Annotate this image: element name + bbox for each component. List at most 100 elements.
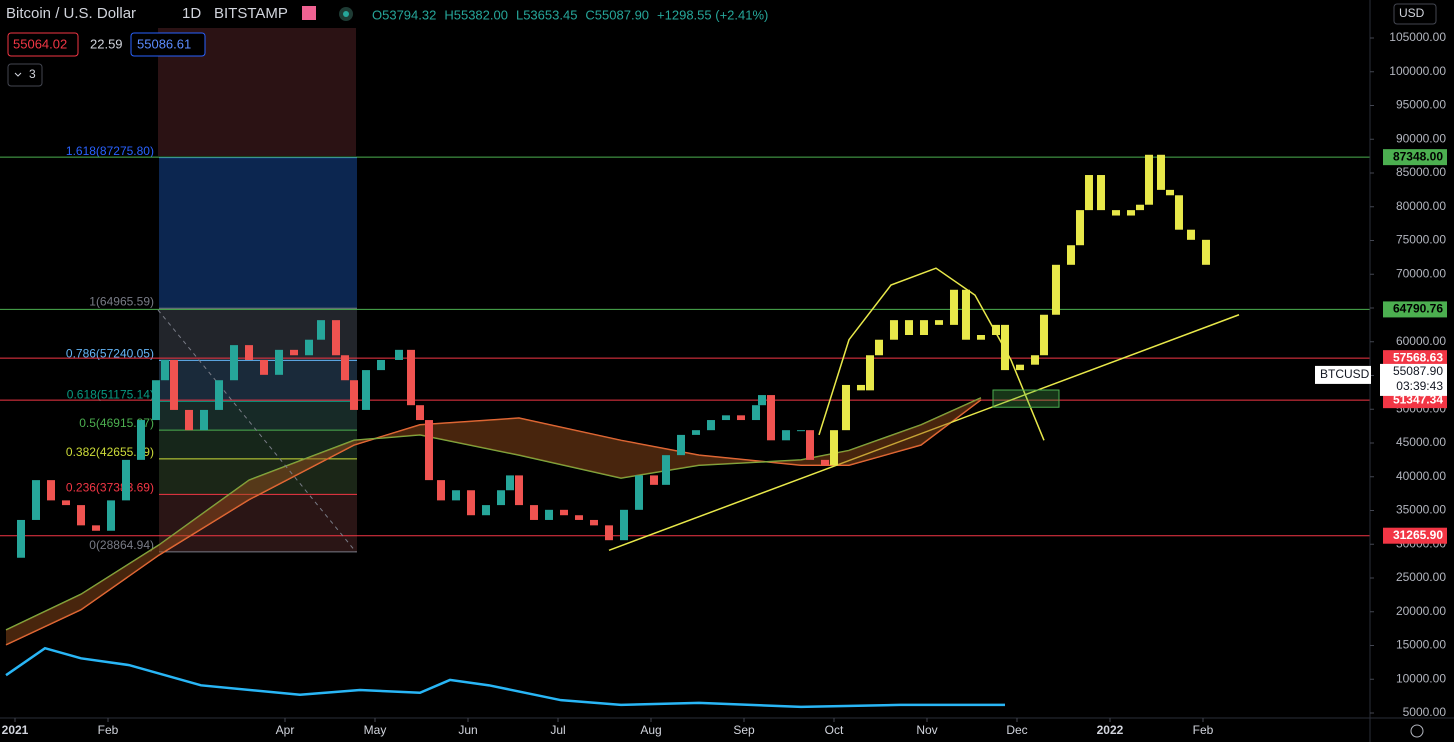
y-tick-label: 60000.00	[1396, 334, 1446, 348]
overlay-line	[5, 646, 1005, 709]
fib-label: 0.786(57240.05)	[66, 347, 154, 361]
candle-body	[1096, 175, 1105, 211]
candle-body	[31, 480, 40, 520]
zone	[992, 389, 1060, 408]
candle-body	[244, 345, 253, 360]
candle-body	[649, 475, 658, 485]
candle-body	[1144, 154, 1153, 205]
candle-body	[865, 355, 874, 391]
candle-body	[604, 525, 613, 541]
candle-body	[466, 490, 475, 516]
fib-label: 0.382(42655.39)	[66, 445, 154, 459]
y-tick-label: 40000.00	[1396, 469, 1446, 483]
fib-band	[158, 157, 357, 309]
y-tick-label: 80000.00	[1396, 199, 1446, 213]
ohlc-value: O53794.32	[372, 7, 436, 22]
candle-body	[961, 289, 970, 340]
level-label: 64790.76	[1393, 302, 1443, 316]
chevron	[14, 72, 22, 77]
level-label: 57568.63	[1393, 350, 1443, 364]
indicator-toggle[interactable]	[7, 63, 43, 87]
level-label: 87348.00	[1393, 149, 1443, 163]
candle-body	[151, 380, 160, 421]
candle-body	[856, 384, 865, 391]
settings-icon[interactable]	[1410, 724, 1424, 738]
candle-body	[766, 395, 775, 441]
plot: 1.618(87275.80) 1(64965.59) 0.786(57240.05…	[0, 144, 1370, 709]
level-tag	[1383, 527, 1447, 544]
ask-box[interactable]	[130, 32, 206, 57]
overlay-line	[818, 267, 1045, 441]
candle-body	[136, 420, 145, 460]
candle-body	[976, 335, 985, 340]
candle-body	[805, 430, 814, 460]
candle-body	[619, 509, 628, 541]
spread: 22.59	[90, 36, 123, 51]
candle-body	[214, 380, 223, 410]
symbol-tag-label: BTCUSD	[1320, 367, 1370, 381]
candle-body	[676, 434, 685, 456]
symbol-tag	[1315, 365, 1371, 384]
ohlc-value: L53653.45	[516, 7, 577, 22]
candle-body	[340, 355, 349, 381]
x-tick-label: Jun	[458, 723, 477, 737]
y-tick-label: 35000.00	[1396, 503, 1446, 517]
candle-body	[169, 359, 178, 410]
candle-body	[589, 519, 598, 526]
x-tick-label: Oct	[825, 723, 844, 737]
candle-body	[874, 339, 883, 356]
x-tick-label: Sep	[733, 723, 755, 737]
candle-body	[691, 430, 700, 435]
candle-body	[316, 320, 325, 340]
candle-body	[199, 409, 208, 431]
candle-body	[451, 490, 460, 501]
y-tick-label: 70000.00	[1396, 266, 1446, 280]
level-tag	[1383, 392, 1447, 409]
candle-body	[1030, 355, 1039, 365]
fib-label: 0.5(46915.37)	[79, 416, 154, 430]
ohlc: O53794.32 H55382.00 L53653.45 C55087.90 +129…	[372, 7, 768, 22]
candle-body	[304, 339, 313, 356]
flag-icon[interactable]	[302, 6, 316, 20]
overlay-line	[608, 314, 1240, 552]
candle-body	[394, 349, 403, 360]
candle-body	[1165, 189, 1174, 196]
candle-body	[481, 505, 490, 516]
candle-body	[1201, 239, 1210, 265]
candle-body	[889, 320, 898, 340]
bid-box[interactable]	[7, 32, 79, 57]
fib-label: 1(64965.59)	[89, 294, 154, 308]
candle-body	[781, 430, 790, 441]
y-tick-label: 90000.00	[1396, 131, 1446, 145]
x-tick-label: Feb	[98, 723, 119, 737]
candle-body	[1156, 154, 1165, 190]
ma-ribbon	[5, 397, 981, 645]
fib-label: 0.618(51175.14)	[67, 387, 154, 401]
fib-label: 1.618(87275.80)	[66, 144, 154, 158]
candle-body	[1174, 195, 1183, 230]
price-tag-label: 55087.90	[1393, 364, 1443, 378]
candle-body	[949, 289, 958, 325]
currency-button[interactable]	[1393, 3, 1437, 25]
candle-body	[514, 475, 523, 506]
candle-body	[289, 349, 298, 356]
candle-body	[559, 509, 568, 516]
y-tick-label: 95000.00	[1396, 98, 1446, 112]
candle-body	[331, 320, 340, 356]
y-tick-label: 105000.00	[1389, 30, 1446, 44]
level-tag	[1383, 350, 1447, 367]
y-tick-label: 25000.00	[1396, 570, 1446, 584]
candle-body	[229, 345, 238, 381]
y-tick-label: 15000.00	[1396, 638, 1446, 652]
x-tick-label: Nov	[916, 723, 937, 737]
candle-body	[661, 455, 670, 485]
candle-body	[934, 320, 943, 325]
candle-body	[46, 480, 55, 501]
candle-body	[376, 359, 385, 371]
interval: 1D	[182, 5, 201, 22]
y-tick-label: 100000.00	[1389, 64, 1446, 78]
fib-band	[158, 360, 357, 402]
level-tag	[1383, 301, 1447, 318]
candle-body	[736, 415, 745, 421]
